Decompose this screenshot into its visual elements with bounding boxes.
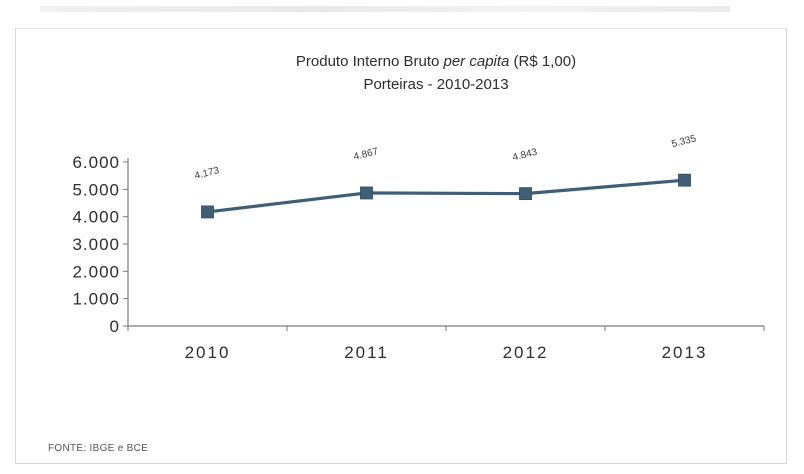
y-tick-label: 5.000 (72, 180, 120, 199)
y-tick-label: 2.000 (72, 262, 120, 281)
x-tick-label: 2013 (662, 343, 708, 362)
data-label: 4.173 (193, 165, 220, 182)
top-divider (40, 6, 730, 12)
y-tick-label: 3.000 (72, 235, 120, 254)
data-label: 5.335 (670, 133, 697, 150)
series-line (207, 178, 685, 214)
x-tick-label: 2011 (344, 343, 389, 362)
y-tick-label: 6.000 (72, 153, 120, 172)
y-tick-label: 1.000 (72, 290, 120, 309)
data-label: 4.843 (511, 147, 538, 164)
x-tick-label: 2012 (503, 343, 549, 362)
y-tick-label: 0 (110, 317, 120, 336)
y-tick-label: 4.000 (72, 208, 120, 227)
chart-title: Produto Interno Bruto per capita (R$ 1,0… (296, 53, 576, 70)
source-note: FONTE: IBGE e BCE (48, 443, 149, 454)
x-tick-label: 2010 (185, 343, 231, 362)
chart-frame (15, 28, 787, 464)
data-label: 4.867 (352, 146, 379, 163)
chart-subtitle: Porteiras - 2010-2013 (363, 76, 508, 93)
data-point-marker (360, 186, 373, 200)
data-point-marker (201, 205, 214, 219)
data-point-marker (678, 173, 691, 187)
data-point-marker (519, 187, 532, 201)
